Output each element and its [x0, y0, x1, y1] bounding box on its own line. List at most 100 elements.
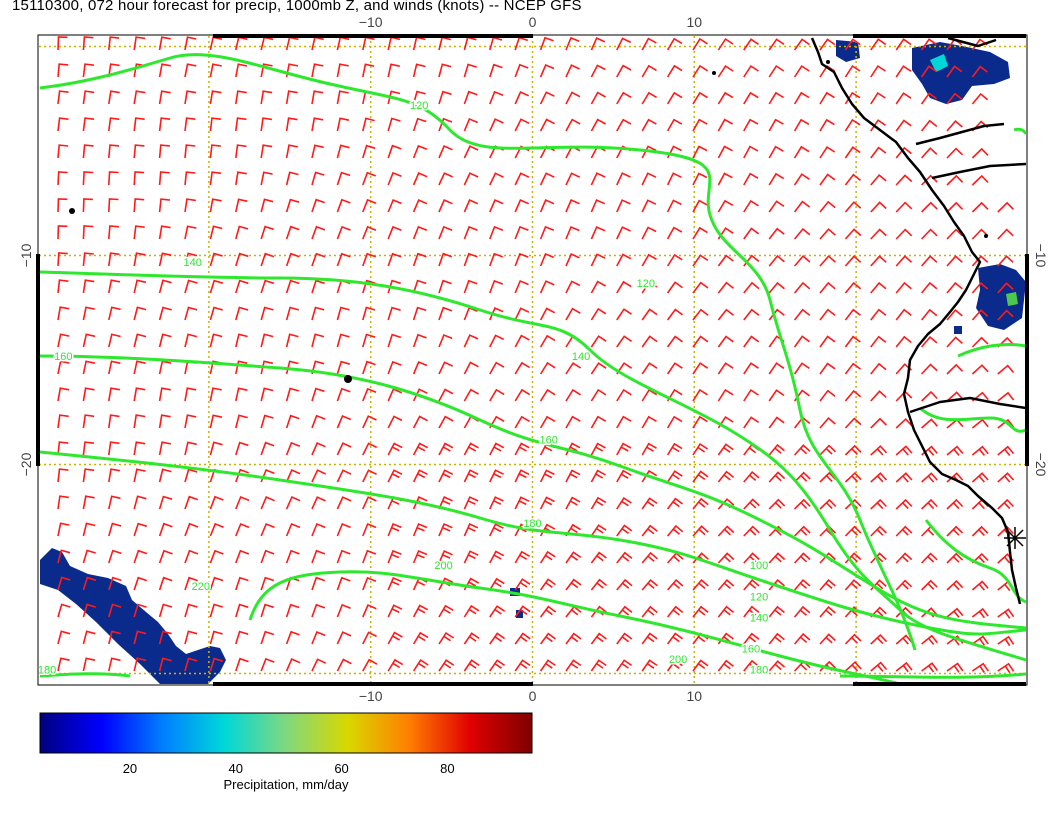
wind-barb: [336, 469, 352, 483]
wind-barb: [412, 658, 429, 672]
wind-barb: [692, 145, 708, 159]
wind-barb: [946, 336, 963, 348]
wind-barb: [209, 576, 224, 591]
wind-barb: [209, 252, 223, 267]
wind-barb: [108, 387, 121, 402]
wind-barb: [82, 90, 95, 105]
wind-barb: [387, 279, 401, 294]
wind-barb: [362, 198, 377, 213]
wind-barb: [921, 147, 938, 159]
wind-barb: [692, 388, 708, 402]
wind-barb: [768, 443, 785, 456]
wind-barb: [971, 635, 989, 646]
wind-barb: [514, 605, 531, 618]
wind-barb: [870, 91, 886, 105]
border-line: [931, 162, 1026, 180]
wind-barb: [539, 550, 556, 564]
wind-barb: [412, 388, 428, 402]
wind-barb: [692, 335, 709, 348]
wind-barb: [184, 144, 196, 159]
wind-barb: [311, 144, 324, 159]
wind-barb: [920, 335, 938, 348]
contour-label: 160: [540, 435, 558, 447]
wind-barb: [717, 578, 735, 591]
wind-barb: [641, 253, 657, 267]
wind-barb: [895, 281, 912, 294]
wind-barb: [209, 90, 222, 105]
wind-barb: [666, 226, 683, 240]
wind-barb: [819, 173, 836, 186]
wind-barb: [565, 36, 580, 51]
wind-barb: [666, 497, 684, 510]
wind-barb: [387, 442, 403, 456]
wind-barb: [438, 333, 453, 348]
wind-barb: [184, 576, 198, 591]
wind-barb: [260, 63, 273, 78]
wind-barb: [489, 172, 504, 186]
wind-barb: [590, 37, 606, 51]
wind-barb: [844, 201, 862, 213]
wind-barb: [362, 496, 377, 510]
wind-barb: [971, 445, 989, 456]
wind-barb: [743, 64, 759, 78]
wind-barb: [82, 441, 94, 456]
wind-barb: [920, 281, 938, 294]
wind-barb: [412, 631, 429, 645]
wind-barb: [387, 306, 401, 321]
wind-barb: [641, 497, 658, 510]
wind-barb: [946, 525, 964, 537]
wind-barb: [692, 442, 709, 456]
wind-barb: [108, 414, 120, 429]
wind-barb: [387, 225, 402, 240]
wind-barb: [108, 630, 121, 645]
wind-barb: [793, 335, 810, 348]
wind-barb: [794, 552, 811, 564]
wind-barb: [539, 199, 555, 213]
wind-barb: [412, 360, 428, 375]
wind-barb: [387, 198, 402, 213]
wind-barb: [362, 549, 377, 564]
wind-barb: [641, 659, 658, 672]
wind-barb: [692, 525, 709, 537]
coastline: [810, 36, 1026, 605]
y-tick-label-left: −20: [18, 452, 34, 476]
wind-barb: [743, 172, 759, 186]
wind-barb: [844, 255, 862, 267]
wind-barb: [768, 172, 785, 186]
wind-barb: [946, 445, 964, 456]
wind-barb: [666, 253, 683, 267]
wind-barb: [463, 252, 478, 267]
wind-barb: [844, 633, 862, 645]
colorbar-tick-label: 80: [440, 761, 454, 776]
wind-barb: [158, 468, 172, 483]
wind-barb: [311, 333, 325, 348]
wind-barb: [946, 662, 964, 673]
wind-barb: [489, 523, 504, 537]
wind-barb: [133, 495, 147, 510]
wind-barb: [692, 64, 709, 78]
wind-barb: [209, 495, 224, 510]
contour-label: 180: [38, 665, 56, 677]
wind-barb: [692, 91, 708, 105]
wind-barb: [489, 199, 504, 213]
colorbar-ticks: 20 40 60 80: [123, 761, 455, 776]
wind-barb: [235, 144, 247, 159]
wind-barb: [794, 444, 811, 456]
wind-barb: [844, 444, 862, 456]
wind-barb: [921, 552, 938, 564]
wind-barb: [565, 280, 581, 294]
wind-barb: [133, 549, 148, 564]
wind-barb: [311, 279, 325, 294]
wind-barb: [641, 37, 657, 51]
wind-barb: [412, 469, 428, 483]
wind-barb: [82, 576, 97, 591]
wind-barb: [921, 228, 938, 240]
wind-barb: [921, 579, 938, 591]
wind-barb: [819, 91, 835, 105]
wind-barb: [717, 64, 734, 78]
wind-barb: [920, 92, 937, 105]
contour-label: 220: [192, 581, 210, 593]
wind-barb: [997, 635, 1015, 647]
wind-barb: [641, 442, 657, 456]
wind-barb: [489, 659, 506, 672]
